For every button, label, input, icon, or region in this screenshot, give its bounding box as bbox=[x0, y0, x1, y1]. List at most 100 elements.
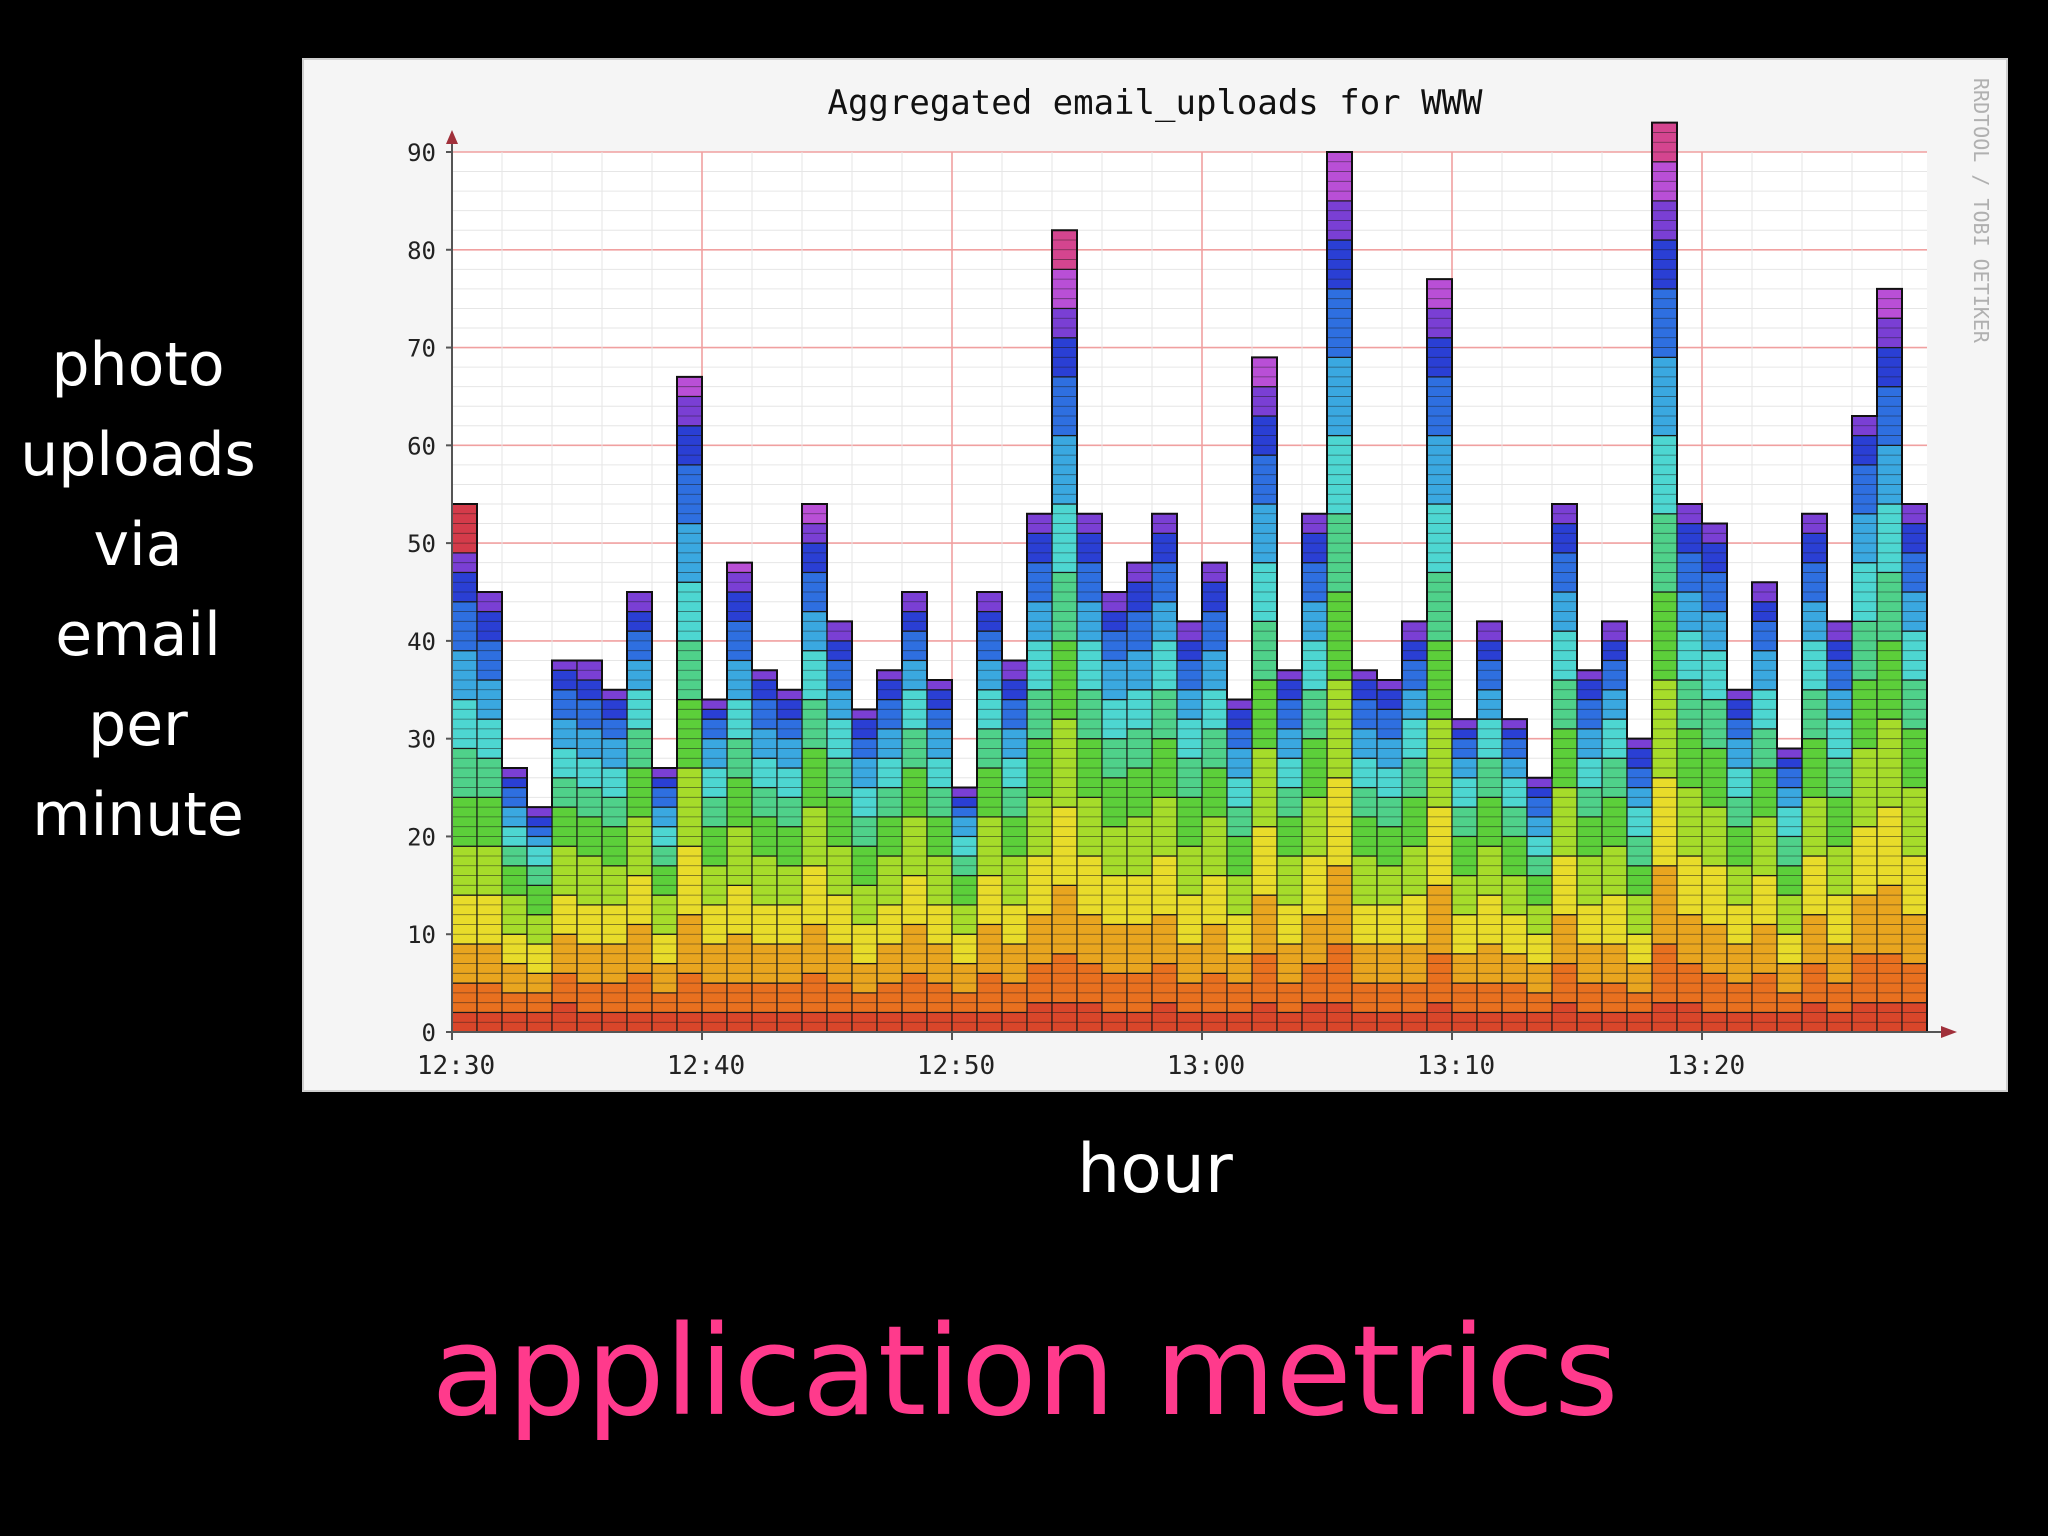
stack-segment bbox=[1226, 747, 1253, 779]
slide-title: application metrics bbox=[431, 1300, 1619, 1444]
stack-segment bbox=[1126, 923, 1153, 974]
stack-segment bbox=[1701, 542, 1728, 574]
stack-segment bbox=[701, 698, 728, 710]
stack-segment bbox=[651, 865, 678, 896]
stack-segment bbox=[1551, 522, 1578, 554]
stack-segment bbox=[951, 874, 978, 906]
stack-segment bbox=[1176, 982, 1203, 1014]
stack-segment bbox=[451, 894, 478, 945]
series-layer bbox=[451, 591, 1928, 916]
stack-segment bbox=[726, 777, 753, 828]
stack-segment bbox=[951, 806, 978, 818]
stack-segment bbox=[626, 767, 653, 818]
stack-segment bbox=[751, 757, 778, 789]
stack-segment bbox=[501, 962, 528, 994]
stack-segment bbox=[1876, 503, 1903, 574]
stack-segment bbox=[1201, 581, 1228, 613]
stack-segment bbox=[1051, 434, 1078, 505]
stack-segment bbox=[1576, 757, 1603, 789]
stack-segment bbox=[1576, 669, 1603, 681]
stack-segment bbox=[1501, 806, 1528, 838]
stack-segment bbox=[951, 933, 978, 965]
stack-segment bbox=[1151, 689, 1178, 740]
stack-segment bbox=[1076, 914, 1103, 965]
stack-segment bbox=[1901, 522, 1928, 554]
stack-segment bbox=[601, 796, 628, 828]
stack-segment bbox=[1276, 786, 1303, 818]
stack-segment bbox=[626, 659, 653, 691]
stack-segment bbox=[1376, 679, 1403, 691]
stack-segment bbox=[526, 806, 553, 818]
stack-segment bbox=[1376, 738, 1403, 769]
stack-segment bbox=[1276, 855, 1303, 906]
stack-segment bbox=[476, 610, 503, 642]
stack-segment bbox=[1426, 434, 1453, 505]
y-axis-caption-line: per bbox=[88, 690, 188, 760]
stack-segment bbox=[551, 845, 578, 896]
stack-segment bbox=[876, 698, 903, 730]
stack-segment bbox=[1051, 1002, 1078, 1033]
stack-segment bbox=[1226, 982, 1253, 1014]
stack-segment bbox=[826, 845, 853, 896]
stack-segment bbox=[1176, 796, 1203, 847]
stack-segment bbox=[1826, 982, 1853, 1014]
stack-segment bbox=[1251, 454, 1278, 505]
y-tick-label: 30 bbox=[407, 726, 436, 754]
stack-segment bbox=[926, 679, 953, 691]
stack-segment bbox=[1826, 894, 1853, 945]
stack-segment bbox=[751, 982, 778, 1014]
y-tick-label: 50 bbox=[407, 530, 436, 558]
stack-segment bbox=[726, 884, 753, 935]
stack-segment bbox=[826, 689, 853, 720]
stack-segment bbox=[1526, 933, 1553, 965]
stack-segment bbox=[801, 542, 828, 574]
stack-segment bbox=[1101, 874, 1128, 926]
stack-segment bbox=[1601, 845, 1628, 896]
stack-segment bbox=[1101, 923, 1128, 974]
stack-segment bbox=[526, 884, 553, 916]
stack-segment bbox=[701, 796, 728, 828]
stack-segment bbox=[901, 659, 928, 691]
stack-segment bbox=[1601, 894, 1628, 945]
stack-segment bbox=[1576, 982, 1603, 1014]
stack-segment bbox=[1551, 786, 1578, 857]
stack-segment bbox=[1026, 914, 1053, 965]
stack-segment bbox=[526, 816, 553, 828]
stack-segment bbox=[1876, 288, 1903, 319]
y-axis-caption-line: uploads bbox=[20, 420, 256, 490]
stack-segment bbox=[1876, 1002, 1903, 1033]
stack-segment bbox=[1326, 239, 1353, 290]
stack-segment bbox=[1101, 630, 1128, 662]
stack-segment bbox=[651, 767, 678, 779]
stack-segment bbox=[1151, 640, 1178, 691]
stack-segment bbox=[1426, 718, 1453, 808]
stack-segment bbox=[1176, 659, 1203, 691]
stack-segment bbox=[1001, 757, 1028, 789]
stack-segment bbox=[976, 767, 1003, 818]
stack-segment bbox=[1551, 630, 1578, 681]
stack-segment bbox=[1451, 982, 1478, 1014]
stack-segment bbox=[1126, 767, 1153, 818]
stack-segment bbox=[876, 855, 903, 906]
stack-segment bbox=[1751, 767, 1778, 818]
stack-segment bbox=[1351, 698, 1378, 730]
stack-segment bbox=[1251, 953, 1278, 1004]
stack-segment bbox=[1526, 777, 1553, 789]
stack-segment bbox=[1476, 796, 1503, 847]
stack-segment bbox=[1351, 982, 1378, 1014]
y-axis-arrow bbox=[446, 130, 458, 144]
stack-segment bbox=[1376, 982, 1403, 1014]
stack-segment bbox=[951, 796, 978, 808]
stack-segment bbox=[1076, 532, 1103, 564]
stack-segment bbox=[551, 718, 578, 750]
y-tick-label: 80 bbox=[407, 237, 436, 265]
stack-segment bbox=[851, 962, 878, 994]
stack-segment bbox=[801, 698, 828, 750]
stack-segment bbox=[1851, 1002, 1878, 1033]
stack-segment bbox=[1826, 845, 1853, 896]
stack-segment bbox=[901, 767, 928, 818]
y-tick-label: 20 bbox=[407, 823, 436, 851]
stack-segment bbox=[1326, 777, 1353, 867]
stack-segment bbox=[726, 591, 753, 622]
stack-segment bbox=[951, 904, 978, 935]
